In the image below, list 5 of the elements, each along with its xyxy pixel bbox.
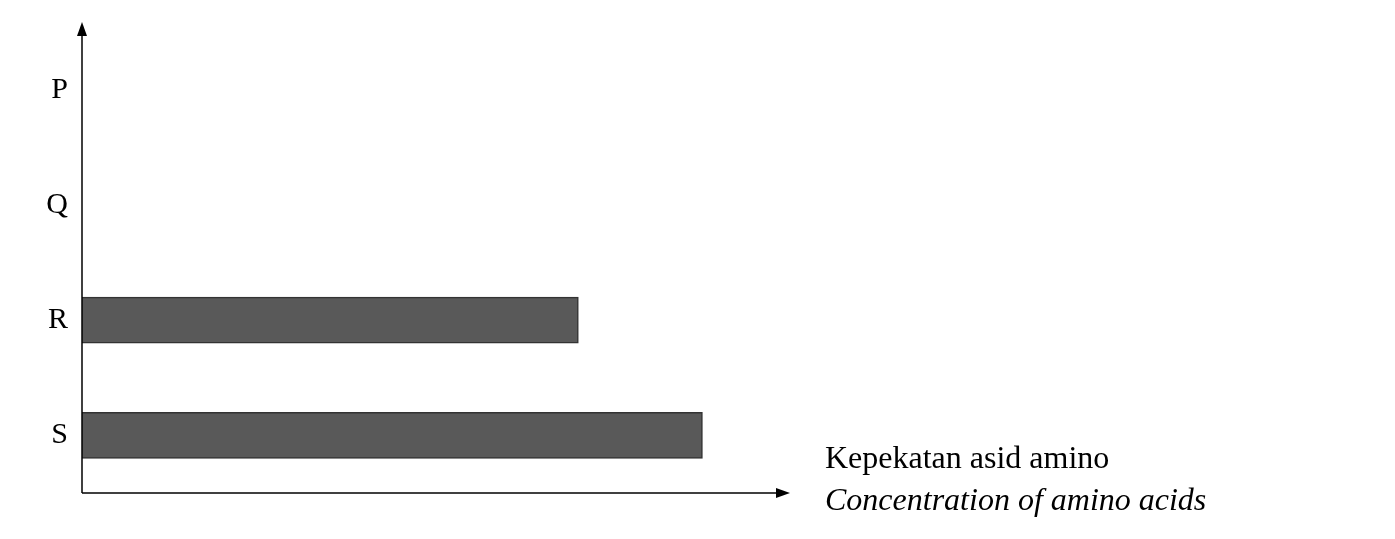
- y-tick-label: Q: [46, 185, 69, 219]
- y-tick-label: P: [51, 70, 68, 104]
- x-axis-title: Kepekatan asid amino Concentration of amino acids: [825, 439, 1207, 518]
- y-tick-label: R: [47, 301, 68, 334]
- y-tick-label: S: [51, 416, 68, 450]
